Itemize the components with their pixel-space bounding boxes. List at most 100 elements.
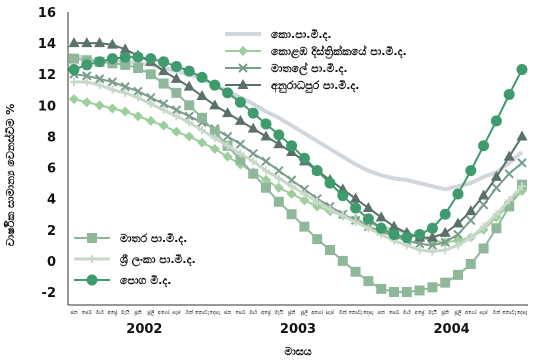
data-point	[504, 201, 515, 212]
x-tick-label: මැයි	[275, 309, 284, 316]
legend-label: කො.පා.මි.ද.	[271, 28, 332, 42]
legend-label: පොග මි.ද.	[120, 274, 171, 288]
data-point	[133, 111, 143, 122]
y-tick-labels: -2 0 2 4 6 8 10 12 14 16	[38, 6, 56, 301]
data-point	[376, 283, 387, 294]
data-point	[452, 188, 464, 200]
data-point	[439, 208, 451, 220]
x-tick-label: ජූනි	[287, 309, 295, 316]
data-point	[145, 115, 156, 126]
data-point	[81, 97, 92, 108]
y-tick-label: -2	[42, 286, 56, 301]
legend-item: මාතලේ පා.මි.ද.	[225, 61, 348, 77]
data-point	[287, 182, 296, 191]
data-point	[107, 103, 118, 114]
data-point	[146, 99, 155, 108]
data-point	[171, 87, 182, 98]
data-point	[518, 182, 526, 191]
year-label: 2002	[126, 322, 162, 337]
data-point	[338, 211, 347, 220]
x-tick-label: නොවැ	[349, 310, 364, 316]
data-point	[184, 131, 195, 142]
data-point	[158, 99, 169, 109]
data-point	[452, 217, 464, 228]
data-point	[94, 100, 105, 111]
data-point	[428, 247, 437, 256]
data-point	[503, 150, 515, 161]
data-point	[273, 182, 284, 193]
x-tick-label: නොවැ	[502, 310, 517, 316]
data-point	[298, 152, 310, 164]
data-point	[440, 237, 450, 247]
data-point	[184, 100, 195, 111]
legend-item: කො.පා.මි.ද.	[225, 28, 332, 42]
data-point	[453, 229, 463, 240]
data-point	[274, 174, 283, 183]
data-point	[389, 287, 399, 297]
data-point	[427, 282, 438, 293]
data-point	[145, 69, 156, 80]
data-point	[107, 77, 118, 87]
data-point	[492, 210, 501, 219]
data-point	[198, 126, 206, 135]
x-tick-label: ජූලි	[454, 310, 462, 316]
data-point	[209, 99, 221, 110]
data-point	[260, 118, 272, 130]
data-point	[170, 72, 182, 83]
data-point	[183, 80, 195, 91]
data-point	[171, 126, 182, 137]
data-point	[197, 137, 207, 148]
data-point	[426, 222, 438, 234]
data-point	[516, 130, 528, 141]
data-point	[209, 143, 220, 154]
data-point	[466, 233, 475, 242]
data-point	[171, 105, 182, 115]
data-point	[274, 165, 284, 176]
legend-swatch-marker	[237, 79, 249, 89]
data-point	[209, 126, 220, 137]
y-axis-title: වාර්ෂික සාමාන්‍ය වෙනස්වීම %	[3, 104, 17, 247]
data-point	[223, 141, 232, 150]
data-point	[286, 209, 297, 220]
x-tick-label: අප්‍රේ	[415, 309, 425, 316]
data-point	[197, 112, 207, 123]
data-point	[236, 149, 245, 158]
data-point	[158, 120, 169, 131]
x-tick-labels: ජන පෙබ මාර් අප්‍රේ මැයි ජූනි ජූලි අගෝ සැප් ඔක් නොව…	[70, 309, 528, 316]
data-point	[121, 88, 130, 97]
x-tick-label: දෙසැ	[517, 310, 528, 316]
y-tick-label: 12	[38, 68, 56, 83]
data-point	[95, 81, 104, 90]
series-6	[68, 51, 528, 244]
data-point	[375, 222, 387, 234]
data-point	[106, 38, 118, 49]
data-point	[454, 241, 462, 250]
legend-label: ශ්‍රී ලංකා පා.මි.ද.	[120, 253, 196, 268]
data-point	[273, 196, 284, 207]
data-point	[337, 255, 348, 266]
series-layer	[68, 37, 528, 297]
data-point	[491, 223, 502, 234]
x-tick-label: ජන	[70, 310, 77, 316]
legend-label: මාතර පා.මි.ද.	[120, 232, 187, 246]
x-tick-label: පෙබ	[389, 310, 400, 316]
data-point	[247, 107, 259, 119]
data-point	[234, 96, 246, 108]
x-tick-label: මාර්	[95, 309, 103, 316]
x-tick-label: ඔක්	[493, 309, 501, 316]
data-point	[362, 213, 374, 225]
x-axis-title: මාසය	[284, 345, 311, 358]
data-point	[222, 131, 233, 142]
data-point	[375, 211, 387, 222]
x-tick-label: ජූලි	[300, 310, 308, 316]
data-point	[478, 243, 489, 254]
x-tick-label: මැයි	[428, 309, 437, 316]
x-tick-label: ජන	[224, 310, 231, 316]
data-point	[82, 78, 91, 86]
data-point	[94, 37, 106, 48]
data-point	[503, 88, 515, 100]
y-tick-label: 14	[38, 37, 56, 52]
x-tick-label: දෙසැ	[363, 310, 374, 316]
data-point	[350, 202, 362, 214]
data-point	[196, 90, 208, 100]
